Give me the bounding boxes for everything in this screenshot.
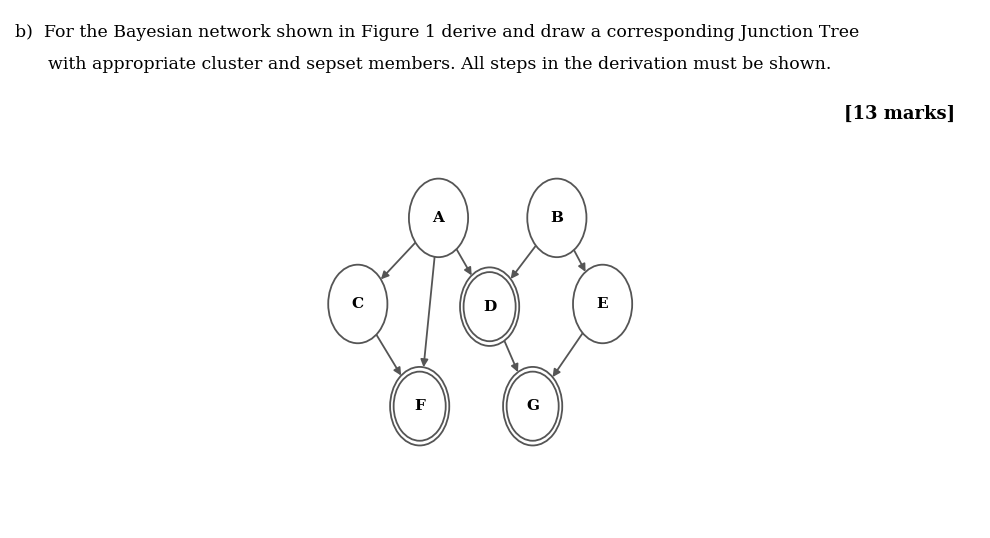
Text: G: G <box>526 399 540 413</box>
Text: C: C <box>351 297 364 311</box>
Ellipse shape <box>460 267 519 346</box>
Text: E: E <box>597 297 609 311</box>
Ellipse shape <box>390 367 449 445</box>
Text: B: B <box>550 211 563 225</box>
Ellipse shape <box>503 367 562 445</box>
Ellipse shape <box>409 179 468 257</box>
Text: A: A <box>433 211 445 225</box>
Text: b)  For the Bayesian network shown in Figure 1 derive and draw a corresponding J: b) For the Bayesian network shown in Fig… <box>15 24 859 41</box>
Text: [13 marks]: [13 marks] <box>844 105 955 123</box>
Ellipse shape <box>329 265 387 343</box>
Ellipse shape <box>573 265 633 343</box>
Text: with appropriate cluster and sepset members. All steps in the derivation must be: with appropriate cluster and sepset memb… <box>15 56 832 74</box>
Text: D: D <box>483 300 496 314</box>
Ellipse shape <box>528 179 586 257</box>
Text: F: F <box>414 399 425 413</box>
